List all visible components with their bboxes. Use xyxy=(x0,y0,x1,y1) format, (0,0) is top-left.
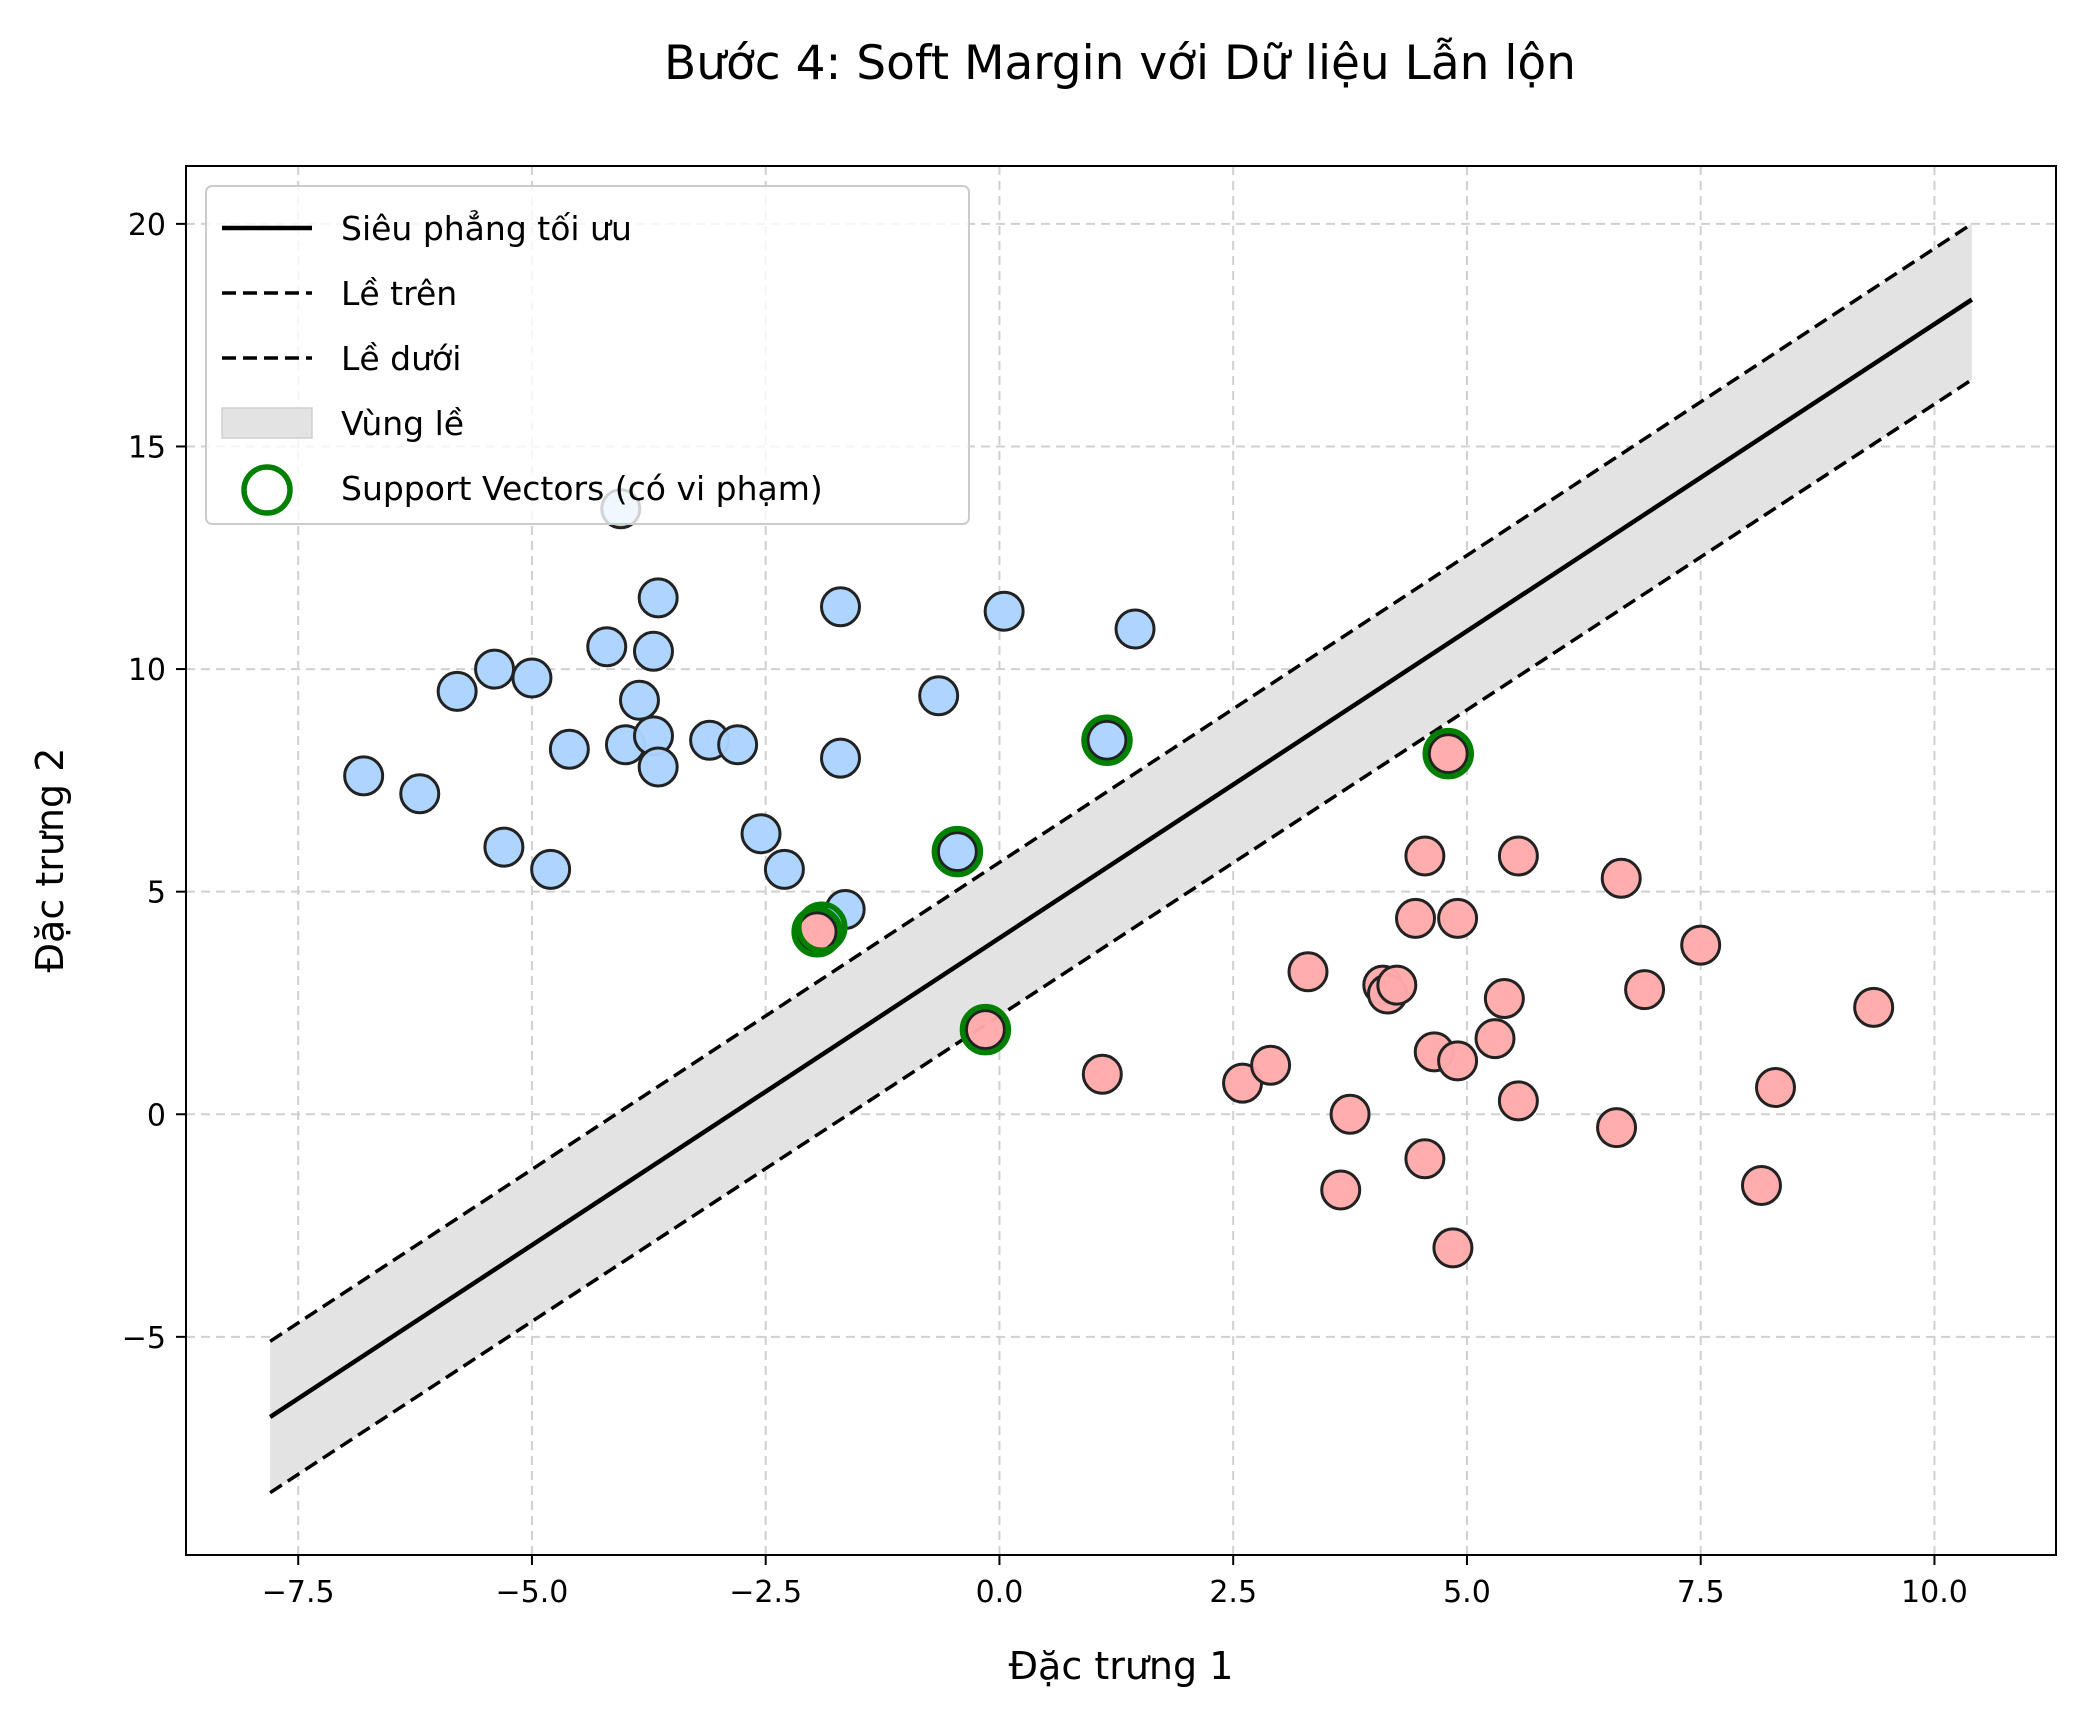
y-tick-label: −5 xyxy=(122,1321,166,1356)
x-tick-label: 5.0 xyxy=(1443,1575,1491,1610)
red-point xyxy=(1404,835,1446,877)
x-tick-label: 7.5 xyxy=(1677,1575,1725,1610)
support-vector-ring xyxy=(1081,714,1133,767)
red-point xyxy=(1329,1093,1371,1135)
upper-margin-line xyxy=(269,222,1973,1343)
red-point xyxy=(1437,1040,1479,1082)
data-points xyxy=(343,488,1895,1269)
support-vector-ring xyxy=(931,825,984,878)
red-point xyxy=(1624,969,1666,1011)
y-tick-label: 10 xyxy=(128,653,166,688)
blue-point xyxy=(717,724,759,766)
blue-point xyxy=(820,586,861,628)
x-tick-label: −5.0 xyxy=(496,1575,569,1610)
support-vector-ring xyxy=(959,1003,1012,1056)
blue-point xyxy=(918,675,960,717)
legend-label: Lề dưới xyxy=(341,339,461,378)
blue-point xyxy=(637,577,679,619)
y-axis-label: Đặc trưng 2 xyxy=(28,748,72,973)
red-point xyxy=(1474,1018,1516,1060)
axis-ticks: −7.5 −5.0 −2.5 0.0 2.5 5.0 7.5 10.0 −5 0 5 10 15 20 xyxy=(122,208,1968,1610)
blue-point xyxy=(483,826,525,868)
blue-point xyxy=(1086,719,1128,761)
blue-point xyxy=(637,746,679,788)
red-point xyxy=(1287,951,1329,993)
red-point xyxy=(1395,897,1437,939)
red-point xyxy=(1740,1164,1782,1206)
chart-title: Bước 4: Soft Margin với Dữ liệu Lẫn lộn xyxy=(664,36,1576,91)
support-vectors xyxy=(791,714,1474,1056)
blue-point xyxy=(763,848,805,890)
red-point xyxy=(1497,1080,1539,1122)
red-point xyxy=(1404,1138,1446,1180)
blue-point xyxy=(586,626,628,668)
red-point xyxy=(1427,733,1469,775)
red-point xyxy=(1437,897,1479,939)
x-tick-label: 2.5 xyxy=(1209,1575,1257,1610)
legend-swatch-ring xyxy=(241,464,293,516)
support-vector-ring xyxy=(1422,727,1474,780)
blue-point xyxy=(530,848,572,890)
red-point xyxy=(1680,924,1722,966)
red-point xyxy=(1497,835,1539,877)
legend-label: Siêu phẳng tối ưu xyxy=(341,208,632,248)
y-tick-label: 20 xyxy=(128,208,166,243)
x-axis-label: Đặc trưng 1 xyxy=(1009,1644,1234,1688)
y-tick-label: 5 xyxy=(147,876,166,911)
red-point xyxy=(1596,1107,1638,1149)
blue-point xyxy=(548,728,590,770)
red-point xyxy=(1432,1227,1474,1269)
x-tick-label: −7.5 xyxy=(262,1575,335,1610)
red-point xyxy=(1853,986,1895,1028)
red-point xyxy=(1483,978,1525,1020)
legend-swatch-patch xyxy=(221,407,313,439)
red-point xyxy=(1250,1044,1292,1086)
legend-label: Support Vectors (có vi phạm) xyxy=(341,469,823,508)
x-tick-label: −2.5 xyxy=(729,1575,802,1610)
decision-lines xyxy=(268,222,1974,1495)
blue-point xyxy=(474,648,516,690)
blue-point xyxy=(1114,608,1156,650)
y-tick-label: 0 xyxy=(147,1098,166,1133)
legend-label: Lề trên xyxy=(341,274,457,313)
red-point xyxy=(1376,964,1418,1006)
support-vector-ring xyxy=(796,901,848,954)
legend-label: Vùng lề xyxy=(341,404,464,443)
blue-point xyxy=(983,590,1025,632)
blue-point xyxy=(633,630,674,672)
red-point xyxy=(964,1009,1006,1051)
red-point xyxy=(1081,1053,1123,1095)
blue-point xyxy=(740,813,782,855)
support-vector-ring xyxy=(791,905,843,958)
blue-point xyxy=(343,755,385,797)
blue-point xyxy=(618,679,660,721)
red-point xyxy=(1755,1067,1796,1109)
plot-frame xyxy=(185,165,2057,1556)
red-point xyxy=(1320,1169,1362,1211)
legend-box xyxy=(205,185,970,525)
blue-point xyxy=(399,773,441,815)
y-tick-label: 15 xyxy=(128,430,166,465)
hyperplane-line xyxy=(268,297,1974,1419)
blue-point xyxy=(936,831,978,873)
x-tick-label: 0.0 xyxy=(976,1575,1024,1610)
red-point xyxy=(1600,857,1642,899)
blue-point xyxy=(436,670,478,712)
legend: Siêu phẳng tối ưu Lề trên Lề dưới Vùng lề Su… xyxy=(205,185,970,525)
blue-point xyxy=(820,737,861,779)
x-tick-label: 10.0 xyxy=(1901,1575,1968,1610)
lower-margin-line xyxy=(269,378,1973,1495)
blue-point xyxy=(511,657,553,699)
